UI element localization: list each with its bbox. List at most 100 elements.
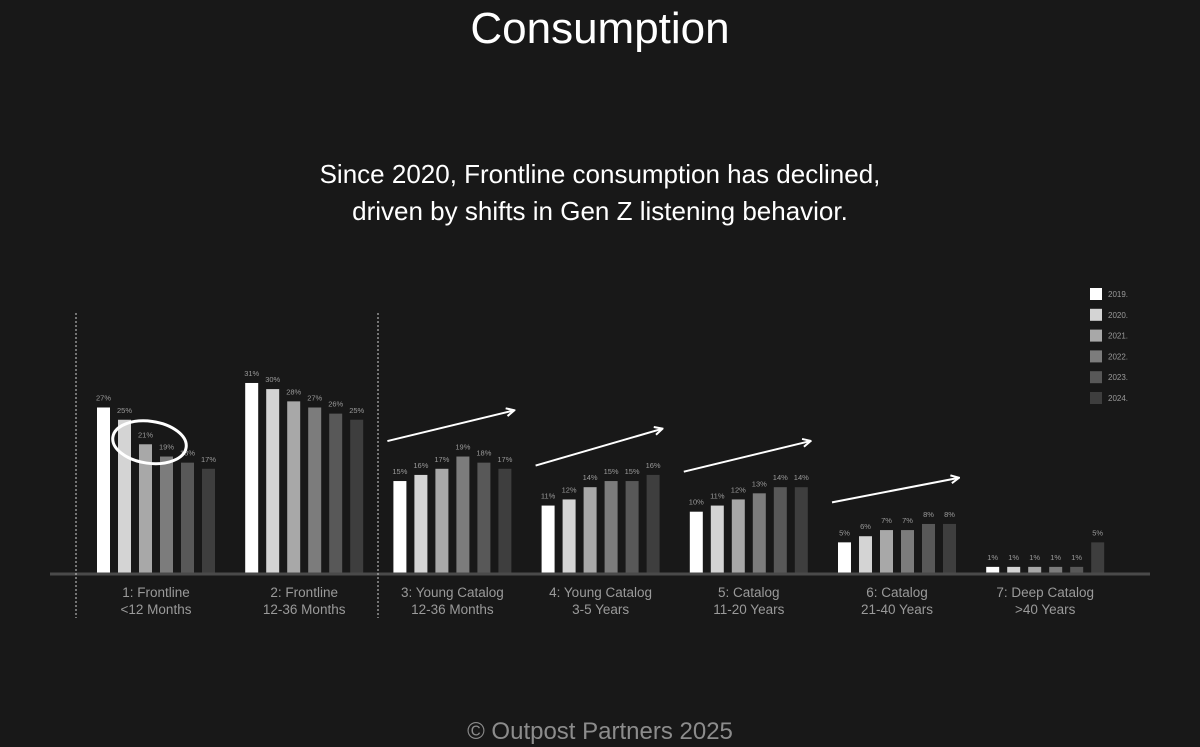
bar (943, 523, 956, 573)
bar (1007, 566, 1021, 573)
trend-arrow (387, 411, 513, 443)
bar (689, 511, 703, 573)
data-label: 1% (1050, 553, 1061, 562)
data-label: 26% (328, 400, 343, 409)
data-label: 28% (286, 387, 301, 396)
category-label: 4: Young Catalog (549, 585, 652, 600)
bar (541, 505, 555, 573)
data-label: 6% (860, 522, 871, 531)
bar (922, 523, 935, 573)
bar (414, 474, 428, 573)
bar (562, 499, 576, 573)
data-label: 21% (138, 430, 153, 439)
data-label: 16% (646, 461, 661, 470)
legend-label: 2023. (1108, 373, 1128, 382)
legend-swatch (1090, 308, 1102, 321)
data-label: 31% (244, 369, 259, 378)
data-label: 15% (604, 467, 619, 476)
legend-label: 2021. (1108, 332, 1128, 341)
copyright-footer: © Outpost Partners 2025 (467, 718, 733, 745)
subtitle-line-1: Since 2020, Frontline consumption has de… (319, 159, 881, 189)
data-label: 15% (625, 467, 640, 476)
bar (880, 530, 893, 573)
bar (350, 419, 364, 573)
bar (160, 456, 173, 573)
bar (752, 493, 766, 573)
legend-swatch (1090, 392, 1102, 404)
bar (202, 468, 215, 573)
category-label: 3: Young Catalog (401, 585, 504, 600)
data-label: 11% (710, 492, 725, 501)
bar (625, 481, 639, 573)
trend-arrow (683, 441, 810, 473)
data-label: 14% (583, 473, 598, 482)
category-label: <12 Months (121, 602, 192, 617)
category-label: 6: Catalog (866, 585, 928, 600)
legend-label: 2024. (1108, 394, 1128, 403)
bar (245, 382, 259, 573)
data-label: 27% (96, 393, 111, 402)
bar (266, 389, 280, 573)
legend-swatch (1090, 329, 1102, 342)
category-label: 12-36 Months (263, 602, 346, 617)
data-label: 1% (1008, 553, 1019, 562)
legend-swatch (1090, 288, 1102, 300)
bar (604, 481, 618, 573)
bar (97, 407, 110, 573)
data-label: 15% (392, 467, 407, 476)
category-label: 12-36 Months (411, 602, 494, 617)
data-label: 8% (944, 510, 955, 519)
data-label: 30% (265, 375, 280, 384)
bar (583, 487, 597, 573)
bar (456, 456, 470, 573)
data-label: 12% (562, 485, 577, 494)
data-label: 17% (434, 455, 449, 464)
bar (859, 536, 872, 573)
bar (287, 401, 301, 573)
data-label: 18% (476, 449, 491, 458)
category-label: 11-20 Years (713, 602, 784, 617)
data-label: 1% (987, 553, 998, 562)
category-label: 3-5 Years (572, 602, 629, 617)
bar (118, 419, 131, 573)
bar (393, 481, 407, 573)
trend-arrow (535, 429, 662, 467)
bar (1091, 542, 1105, 573)
data-label: 25% (117, 406, 132, 415)
bar (710, 505, 724, 573)
data-label: 12% (731, 485, 746, 494)
bar (838, 542, 851, 573)
bar (308, 407, 322, 573)
data-label: 1% (1071, 553, 1082, 562)
legend-swatch (1090, 371, 1102, 384)
bar (773, 487, 787, 573)
bar (435, 468, 449, 573)
bar (477, 462, 491, 573)
data-label: 5% (1092, 528, 1103, 537)
category-label: 7: Deep Catalog (996, 585, 1094, 600)
data-label: 17% (497, 455, 512, 464)
data-label: 7% (881, 516, 892, 525)
bar (1049, 566, 1063, 573)
data-label: 17% (201, 455, 216, 464)
data-label: 13% (752, 479, 767, 488)
data-label: 10% (689, 498, 704, 507)
legend-label: 2020. (1108, 311, 1128, 320)
data-label: 16% (413, 461, 428, 470)
bar (498, 468, 512, 573)
legend-label: 2022. (1108, 352, 1128, 361)
bar (731, 499, 745, 573)
bar (139, 444, 152, 573)
data-label: 19% (159, 443, 174, 452)
bar (181, 462, 194, 573)
data-label: 7% (902, 516, 913, 525)
data-label: 27% (307, 393, 322, 402)
chart-subtitle: Since 2020, Frontline consumption has de… (0, 156, 1200, 230)
data-label: 18% (180, 449, 195, 458)
data-label: 5% (839, 528, 850, 537)
category-label: 5: Catalog (718, 585, 780, 600)
category-label: 2: Frontline (270, 585, 338, 600)
legend-label: 2019. (1108, 290, 1128, 299)
data-label: 19% (455, 443, 470, 452)
